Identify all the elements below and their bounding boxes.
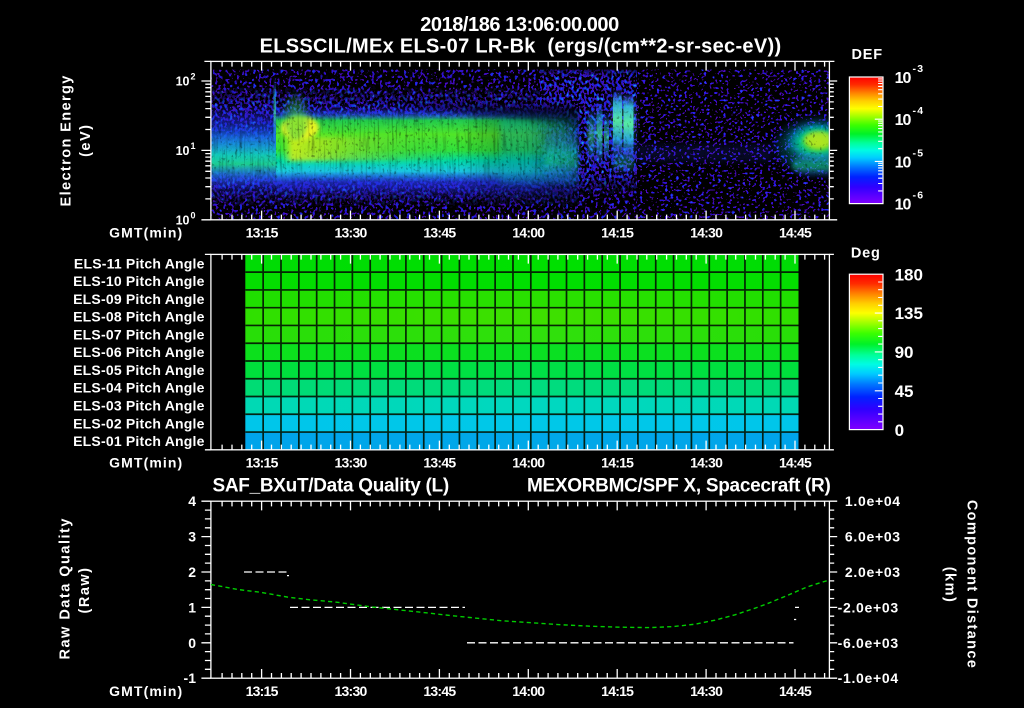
svg-text:GMT(min): GMT(min) bbox=[109, 455, 183, 471]
svg-text:DEF: DEF bbox=[852, 47, 883, 63]
svg-text:0: 0 bbox=[188, 635, 196, 651]
svg-text:Electron Energy: Electron Energy bbox=[59, 74, 75, 206]
svg-text:14:30: 14:30 bbox=[690, 225, 723, 241]
svg-text:ELS-10 Pitch Angle: ELS-10 Pitch Angle bbox=[73, 273, 204, 289]
svg-text:10: 10 bbox=[895, 197, 912, 214]
svg-text:13:30: 13:30 bbox=[334, 455, 367, 471]
svg-text:14:00: 14:00 bbox=[512, 683, 545, 699]
svg-text:1: 1 bbox=[191, 141, 196, 151]
svg-text:ELSSCIL/MEx ELS-07 LR-Bk (erg: ELSSCIL/MEx ELS-07 LR-Bk (ergs/(cm**2-sr… bbox=[260, 36, 782, 58]
svg-text:14:15: 14:15 bbox=[601, 683, 634, 699]
svg-text:10: 10 bbox=[176, 144, 190, 158]
svg-text:10: 10 bbox=[895, 112, 912, 129]
svg-text:(km): (km) bbox=[942, 567, 958, 604]
svg-text:14:00: 14:00 bbox=[512, 455, 545, 471]
svg-text:135: 135 bbox=[895, 304, 923, 323]
svg-text:2.0e+03: 2.0e+03 bbox=[845, 564, 901, 580]
svg-text:13:30: 13:30 bbox=[334, 225, 367, 241]
svg-text:MEXORBMC/SPF X, Spacecraft (R): MEXORBMC/SPF X, Spacecraft (R) bbox=[527, 476, 831, 497]
svg-text:-3: -3 bbox=[913, 63, 925, 75]
svg-text:ELS-11 Pitch Angle: ELS-11 Pitch Angle bbox=[74, 255, 205, 271]
svg-text:ELS-09 Pitch Angle: ELS-09 Pitch Angle bbox=[73, 291, 204, 307]
svg-text:SAF_BXuT/Data Quality (L): SAF_BXuT/Data Quality (L) bbox=[213, 476, 449, 497]
svg-text:10: 10 bbox=[895, 70, 912, 87]
svg-text:14:30: 14:30 bbox=[690, 683, 723, 699]
svg-text:6.0e+03: 6.0e+03 bbox=[845, 529, 901, 545]
svg-text:2: 2 bbox=[191, 72, 196, 82]
svg-text:14:15: 14:15 bbox=[601, 225, 634, 241]
svg-text:14:45: 14:45 bbox=[779, 683, 812, 699]
svg-text:10: 10 bbox=[895, 154, 912, 171]
svg-text:ELS-08 Pitch Angle: ELS-08 Pitch Angle bbox=[73, 309, 204, 325]
svg-text:-1.0e+04: -1.0e+04 bbox=[838, 670, 899, 686]
svg-text:ELS-05 Pitch Angle: ELS-05 Pitch Angle bbox=[73, 362, 204, 378]
svg-text:Raw Data Quality: Raw Data Quality bbox=[58, 517, 74, 659]
svg-text:13:45: 13:45 bbox=[423, 225, 456, 241]
svg-text:1.0e+04: 1.0e+04 bbox=[845, 493, 901, 509]
svg-text:13:15: 13:15 bbox=[246, 225, 279, 241]
svg-text:1: 1 bbox=[188, 599, 196, 615]
svg-text:3: 3 bbox=[188, 529, 196, 545]
svg-text:13:45: 13:45 bbox=[423, 683, 456, 699]
svg-text:10: 10 bbox=[176, 213, 190, 227]
svg-text:-1: -1 bbox=[184, 670, 197, 686]
svg-text:(eV): (eV) bbox=[78, 123, 94, 156]
svg-text:2: 2 bbox=[188, 564, 196, 580]
svg-text:(Raw): (Raw) bbox=[77, 567, 93, 614]
svg-text:180: 180 bbox=[895, 265, 923, 284]
svg-text:13:45: 13:45 bbox=[423, 455, 456, 471]
svg-text:4: 4 bbox=[188, 493, 196, 509]
svg-text:ELS-04 Pitch Angle: ELS-04 Pitch Angle bbox=[73, 380, 204, 396]
svg-text:ELS-06 Pitch Angle: ELS-06 Pitch Angle bbox=[73, 344, 204, 360]
svg-text:13:15: 13:15 bbox=[246, 455, 279, 471]
svg-text:0: 0 bbox=[895, 421, 904, 440]
svg-text:14:00: 14:00 bbox=[512, 225, 545, 241]
svg-text:45: 45 bbox=[895, 382, 914, 401]
svg-text:Deg: Deg bbox=[851, 246, 881, 262]
svg-text:ELS-01 Pitch Angle: ELS-01 Pitch Angle bbox=[73, 433, 204, 449]
svg-text:GMT(min): GMT(min) bbox=[109, 683, 183, 699]
svg-text:14:45: 14:45 bbox=[779, 225, 812, 241]
svg-text:ELS-07 Pitch Angle: ELS-07 Pitch Angle bbox=[73, 326, 204, 342]
svg-text:2018/186 13:06:00.000: 2018/186 13:06:00.000 bbox=[420, 14, 619, 36]
svg-text:10: 10 bbox=[176, 75, 190, 89]
svg-text:-2.0e+03: -2.0e+03 bbox=[838, 599, 899, 615]
svg-text:14:45: 14:45 bbox=[779, 455, 812, 471]
svg-text:0: 0 bbox=[191, 210, 196, 220]
svg-text:13:15: 13:15 bbox=[246, 683, 279, 699]
svg-text:13:30: 13:30 bbox=[334, 683, 367, 699]
svg-text:90: 90 bbox=[895, 343, 914, 362]
svg-text:14:30: 14:30 bbox=[690, 455, 723, 471]
svg-text:-6.0e+03: -6.0e+03 bbox=[838, 635, 899, 651]
svg-text:Component Distance: Component Distance bbox=[964, 500, 980, 669]
svg-text:GMT(min): GMT(min) bbox=[109, 225, 183, 241]
svg-text:14:15: 14:15 bbox=[601, 455, 634, 471]
svg-text:ELS-03 Pitch Angle: ELS-03 Pitch Angle bbox=[73, 398, 204, 414]
svg-text:-5: -5 bbox=[913, 147, 925, 159]
svg-text:-6: -6 bbox=[913, 190, 925, 202]
svg-text:ELS-02 Pitch Angle: ELS-02 Pitch Angle bbox=[73, 415, 204, 431]
svg-text:-4: -4 bbox=[913, 105, 925, 117]
